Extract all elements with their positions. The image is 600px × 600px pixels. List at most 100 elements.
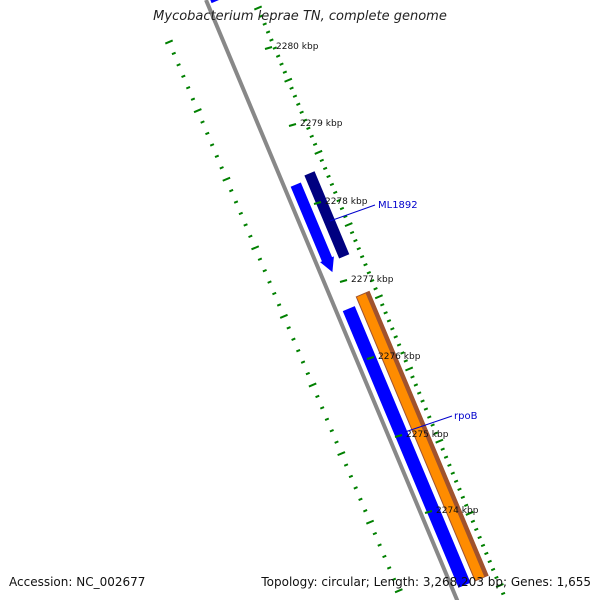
inner-track-minor-tick	[305, 371, 311, 376]
inner-track-minor-tick	[324, 417, 330, 421]
outer-track-minor-tick	[329, 182, 335, 187]
outer-track-minor-tick	[430, 423, 435, 427]
inner-track-minor-tick	[291, 337, 296, 341]
outer-track-major-tick	[435, 438, 444, 444]
outer-track-minor-tick	[423, 407, 429, 411]
inner-track-minor-tick	[200, 120, 205, 124]
inner-track-minor-tick	[272, 291, 277, 296]
ml1892-cds-arrow[interactable]	[290, 182, 333, 264]
outer-track-minor-tick	[343, 214, 348, 219]
inner-track-minor-tick	[190, 97, 196, 101]
kbp-major-tick	[339, 279, 348, 283]
inner-track-minor-tick	[286, 326, 291, 330]
outer-track-minor-tick	[322, 166, 328, 171]
ml1892-arrow-head[interactable]	[320, 256, 334, 273]
inner-track-minor-tick	[348, 474, 354, 479]
gene-label-ml1892[interactable]: ML1892	[378, 200, 418, 211]
outer-track-minor-tick	[443, 455, 449, 459]
kbp-tick-label: 2275 kbp	[406, 430, 449, 440]
outer-track-minor-tick	[333, 190, 338, 195]
outer-track-major-tick	[314, 149, 323, 155]
inner-track-minor-tick	[358, 497, 363, 502]
inner-track-minor-tick	[391, 577, 397, 582]
inner-track-minor-tick	[319, 406, 325, 410]
inner-track-minor-tick	[181, 74, 186, 78]
outer-track-minor-tick	[433, 431, 439, 435]
inner-track-minor-tick	[377, 543, 382, 547]
genome-backbone	[204, 0, 460, 600]
outer-track-minor-tick	[312, 142, 318, 147]
tick-labels: 2280 kbp 2279 kbp 2278 kbp 2277 kbp 2276 kbp…	[264, 42, 479, 516]
inner-track-minor-tick	[372, 531, 378, 536]
inner-track-minor-tick	[176, 63, 181, 67]
inner-track-minor-tick	[233, 200, 239, 204]
outer-track-minor-tick	[339, 206, 345, 211]
inner-track-minor-tick	[257, 257, 263, 261]
outer-track-minor-tick	[299, 110, 304, 114]
outer-track-minor-tick	[265, 30, 271, 34]
kbp-tick-label: 2278 kbp	[325, 197, 368, 207]
top-cds-feature[interactable]	[202, 0, 223, 4]
outer-tick-track	[253, 5, 506, 596]
inner-track-minor-tick	[219, 166, 224, 170]
outer-track-major-tick	[344, 222, 353, 228]
inner-track-minor-tick	[185, 86, 191, 90]
outer-track-minor-tick	[373, 287, 378, 291]
gene-label-rpob[interactable]: rpoB	[454, 411, 478, 422]
inner-track-minor-tick	[296, 348, 301, 353]
outer-track-minor-tick	[359, 254, 365, 259]
kbp-major-tick	[424, 510, 433, 514]
genome-summary: Topology: circular; Length: 3,268,203 bp…	[261, 575, 591, 589]
inner-track-minor-tick	[343, 463, 349, 467]
outer-track-minor-tick	[403, 359, 408, 363]
outer-track-minor-tick	[275, 54, 281, 58]
inner-track-minor-tick	[248, 234, 253, 239]
inner-track-minor-tick	[228, 188, 234, 193]
outer-track-minor-tick	[484, 551, 489, 556]
ml1892-gene-band[interactable]	[304, 171, 350, 259]
accession-label: Accession: NC_002677	[9, 575, 146, 589]
kbp-major-tick	[313, 201, 322, 205]
outer-track-minor-tick	[420, 399, 425, 403]
kbp-major-tick	[366, 356, 375, 360]
inner-track-minor-tick	[334, 440, 339, 444]
genome-title: Mycobacterium leprae TN, complete genome	[153, 9, 447, 24]
inner-track-major-tick	[279, 313, 288, 319]
inner-track-minor-tick	[300, 360, 306, 364]
inner-track-major-tick	[394, 588, 403, 594]
outer-track-minor-tick	[383, 311, 388, 315]
inner-track-minor-tick	[262, 268, 267, 273]
gene-label-leader	[329, 204, 376, 222]
inner-track-minor-tick	[329, 429, 334, 433]
outer-track-minor-tick	[413, 383, 419, 387]
inner-track-major-tick	[365, 519, 375, 525]
outer-track-major-tick	[495, 583, 504, 589]
rpob-gene-edge[interactable]	[365, 291, 489, 577]
outer-track-minor-tick	[457, 487, 462, 491]
inner-track-minor-tick	[363, 509, 368, 513]
gene-label-leader	[404, 415, 453, 433]
outer-track-minor-tick	[416, 391, 422, 395]
outer-track-minor-tick	[393, 335, 398, 339]
outer-track-minor-tick	[302, 118, 308, 122]
outer-track-minor-tick	[427, 415, 432, 419]
inner-track-minor-tick	[267, 280, 272, 284]
gene-labels: ML1892 rpoB	[329, 200, 478, 433]
inner-track-major-tick	[251, 245, 260, 251]
outer-track-minor-tick	[463, 503, 469, 508]
kbp-major-tick	[394, 434, 403, 438]
outer-track-minor-tick	[366, 271, 372, 275]
inner-track-major-tick	[164, 39, 174, 45]
rpob-cds-band[interactable]	[342, 306, 471, 588]
inner-track-minor-tick	[171, 51, 177, 56]
outer-track-minor-tick	[494, 575, 499, 580]
inner-track-minor-tick	[214, 154, 220, 159]
outer-track-minor-tick	[480, 543, 486, 548]
outer-track-minor-tick	[447, 463, 452, 467]
inner-track-major-tick	[337, 451, 346, 457]
inner-track-minor-tick	[386, 566, 392, 570]
inner-track-major-tick	[222, 176, 231, 182]
outer-track-minor-tick	[450, 471, 456, 475]
inner-track-minor-tick	[238, 211, 244, 216]
